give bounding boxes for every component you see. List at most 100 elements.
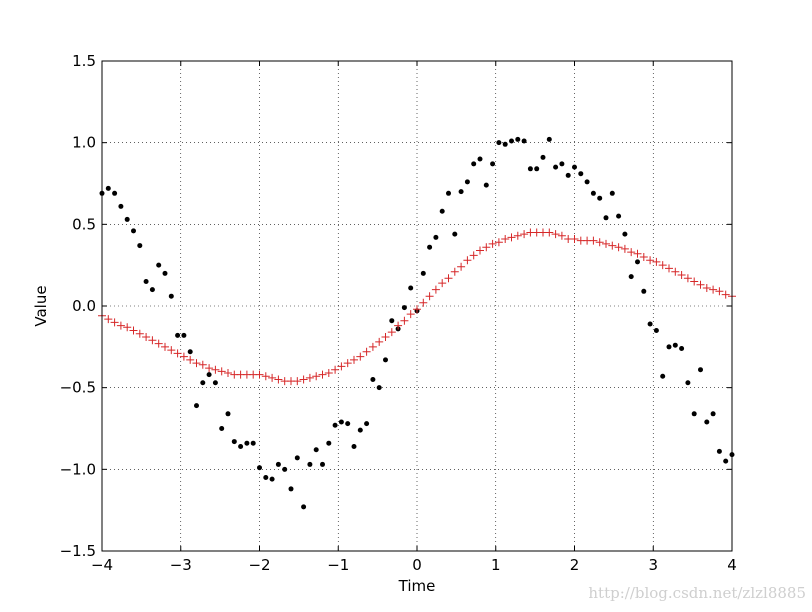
data-point: [704, 419, 710, 425]
data-point: [540, 154, 546, 160]
data-point-plus: [362, 347, 371, 356]
series-1: [98, 228, 736, 386]
data-point-plus: [709, 285, 718, 294]
data-point: [206, 372, 212, 378]
data-point: [590, 190, 596, 196]
watermark-text: http://blog.csdn.net/zlzl8885: [588, 584, 806, 602]
data-point: [559, 161, 565, 167]
data-point-plus: [381, 333, 390, 342]
data-point: [143, 279, 149, 284]
data-point-plus: [179, 352, 188, 361]
data-point-plus: [350, 355, 358, 364]
data-point: [452, 231, 458, 237]
data-point: [194, 403, 199, 409]
data-point-plus: [677, 270, 686, 279]
data-point: [257, 465, 262, 471]
data-point: [149, 287, 155, 293]
data-point-plus: [154, 339, 163, 348]
data-point-plus: [658, 261, 667, 270]
data-point-plus: [400, 316, 409, 325]
axis-ticks: −4 −3 −2 −1 0 1 2 3 4 −1.5 −1.0 −0.5 0.0 0.5 1.0 1.5: [60, 52, 737, 574]
data-point: [565, 172, 571, 178]
data-point-plus: [305, 373, 314, 382]
y-tick-label: 0.0: [72, 297, 96, 315]
y-tick-label: 1.5: [72, 52, 96, 70]
data-point-plus: [652, 257, 661, 266]
data-point-plus: [205, 364, 214, 373]
data-point: [137, 243, 143, 249]
data-point: [275, 461, 281, 467]
data-point-plus: [602, 239, 610, 248]
x-tick-label: 0: [412, 556, 422, 574]
data-point-plus: [211, 365, 220, 374]
data-point: [263, 475, 269, 480]
data-point-plus: [513, 231, 522, 240]
data-point: [181, 332, 187, 338]
y-tick-label: −1.5: [60, 542, 96, 560]
data-point-plus: [683, 274, 692, 283]
data-point-plus: [627, 248, 636, 257]
data-point-plus: [469, 251, 478, 260]
data-point-plus: [702, 284, 711, 293]
data-point: [124, 216, 130, 222]
data-point: [219, 426, 225, 431]
data-point: [238, 443, 244, 449]
data-point-plus: [268, 373, 277, 382]
data-point-plus: [438, 279, 447, 288]
x-tick-label: 1: [491, 556, 501, 574]
data-point: [515, 136, 521, 142]
data-point-plus: [161, 342, 169, 351]
data-point: [401, 305, 407, 311]
data-point-plus: [463, 256, 472, 265]
data-point-plus: [476, 246, 484, 255]
data-point-plus: [595, 238, 604, 247]
data-point-plus: [394, 321, 403, 330]
data-point: [389, 318, 395, 324]
data-point-plus: [406, 310, 415, 319]
data-point-plus: [671, 267, 680, 276]
data-point: [647, 321, 653, 327]
data-point-plus: [545, 228, 554, 237]
data-point-plus: [633, 249, 642, 258]
data-point-plus: [198, 360, 207, 369]
data-point: [200, 380, 206, 386]
data-point-plus: [696, 280, 705, 289]
data-point: [301, 504, 307, 510]
data-point: [534, 166, 540, 172]
data-point-plus: [343, 359, 352, 368]
data-point: [244, 440, 250, 446]
data-point-plus: [167, 346, 176, 355]
data-point-plus: [356, 352, 365, 361]
data-point-plus: [116, 321, 125, 330]
data-point-plus: [620, 244, 629, 253]
data-point: [105, 185, 111, 191]
data-point-plus: [665, 264, 673, 273]
y-axis-label: Value: [32, 285, 50, 326]
data-point-plus: [457, 262, 466, 271]
data-point-plus: [551, 230, 560, 239]
data-point: [584, 179, 590, 185]
data-point: [616, 213, 622, 219]
data-point: [685, 380, 691, 386]
data-point-plus: [224, 368, 232, 377]
data-point: [458, 189, 464, 195]
data-point: [408, 285, 414, 291]
data-point: [679, 345, 685, 351]
data-point-plus: [255, 370, 264, 379]
data-point-plus: [520, 230, 529, 239]
x-tick-label: 2: [570, 556, 580, 574]
data-point: [118, 203, 124, 209]
data-point-plus: [135, 329, 144, 338]
data-point-plus: [123, 323, 132, 332]
data-point-plus: [589, 236, 598, 245]
data-point: [420, 270, 426, 276]
data-point: [490, 161, 496, 167]
data-point: [269, 476, 275, 482]
data-point: [212, 380, 218, 386]
data-point: [578, 171, 584, 177]
data-point: [307, 461, 313, 467]
data-point-plus: [274, 375, 283, 384]
x-axis-label: Time: [398, 577, 436, 595]
data-point: [698, 367, 703, 373]
